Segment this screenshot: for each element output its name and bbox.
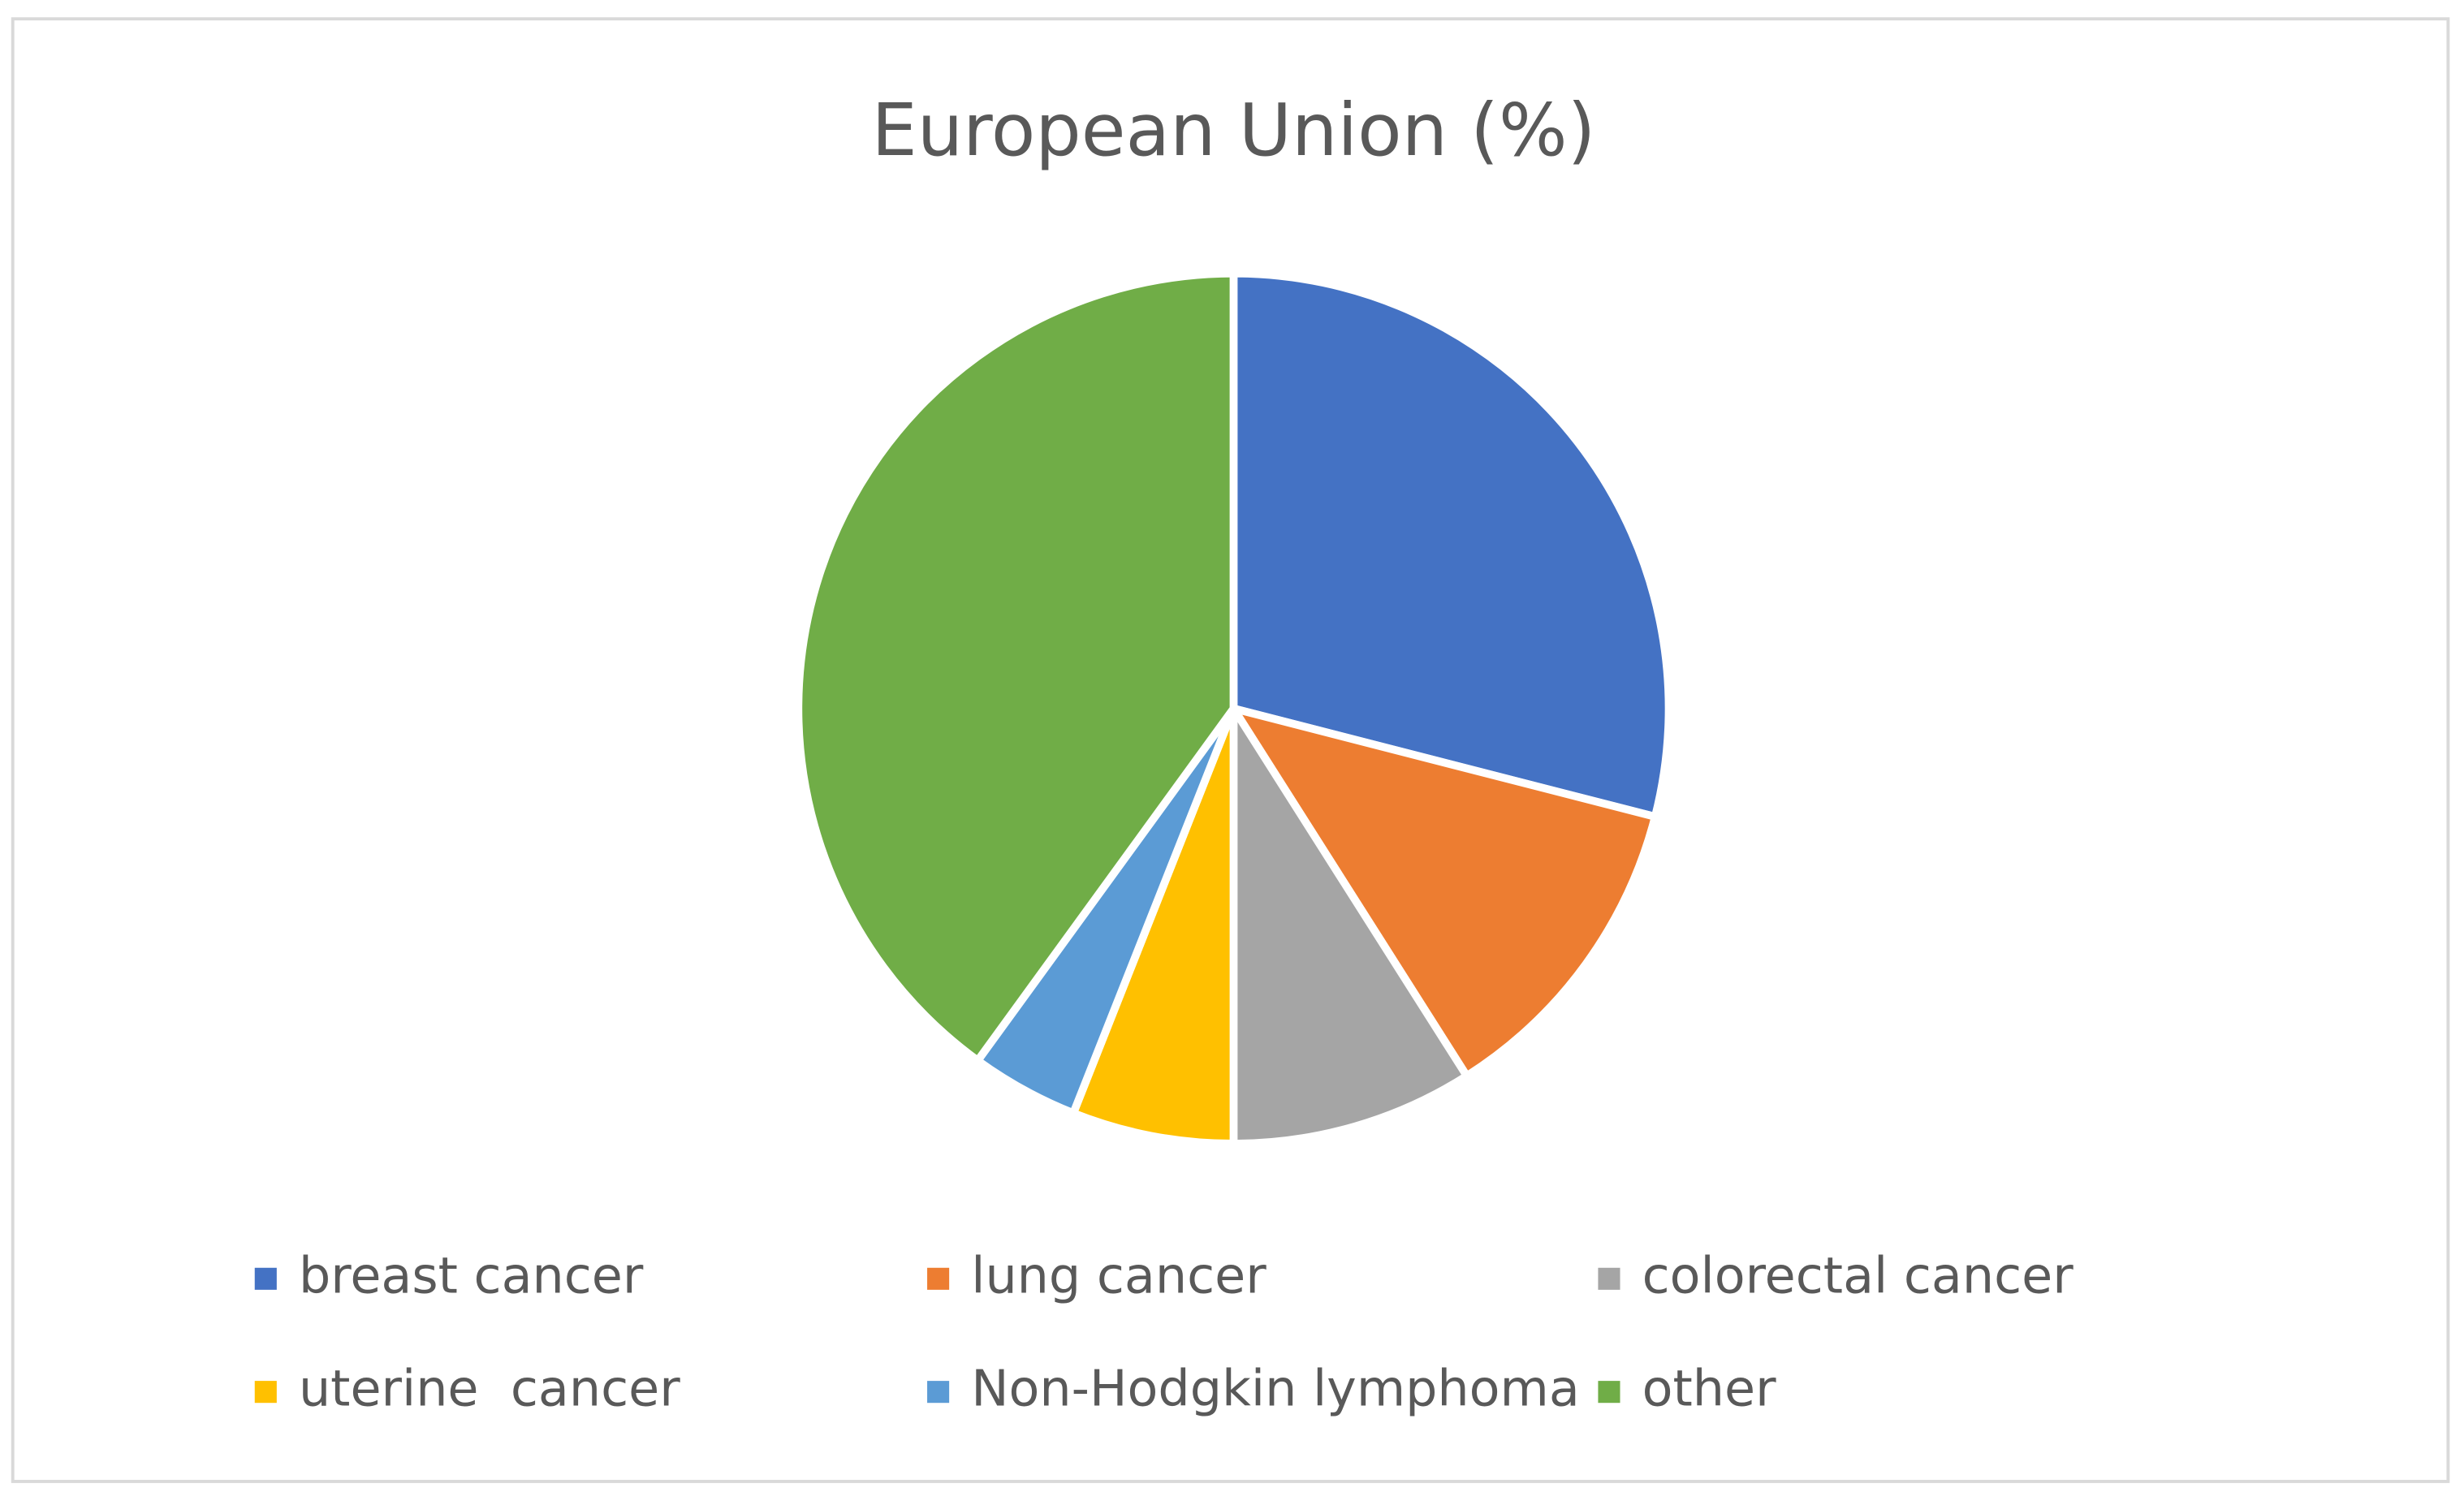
legend-swatch bbox=[927, 1381, 950, 1404]
legend-swatch bbox=[927, 1267, 950, 1290]
legend-swatch bbox=[254, 1381, 277, 1404]
legend-label: uterine cancer bbox=[299, 1360, 680, 1418]
pie-slice bbox=[1229, 704, 1471, 1148]
legend-label: colorectal cancer bbox=[1642, 1246, 2074, 1304]
legend-swatch bbox=[1598, 1267, 1620, 1290]
legend-label: other bbox=[1642, 1360, 1776, 1418]
legend-label: Non-Hodgkin lymphoma bbox=[971, 1360, 1580, 1418]
chart-title: European Union (%) bbox=[872, 88, 1596, 172]
legend-label: lung cancer bbox=[971, 1246, 1267, 1304]
legend-swatch bbox=[1598, 1381, 1620, 1404]
legend-swatch bbox=[254, 1267, 277, 1290]
pie-slice bbox=[1229, 269, 1673, 821]
pie-slice bbox=[794, 269, 1238, 1065]
legend-label: breast cancer bbox=[299, 1246, 644, 1304]
pie-slice bbox=[1229, 704, 1659, 1080]
